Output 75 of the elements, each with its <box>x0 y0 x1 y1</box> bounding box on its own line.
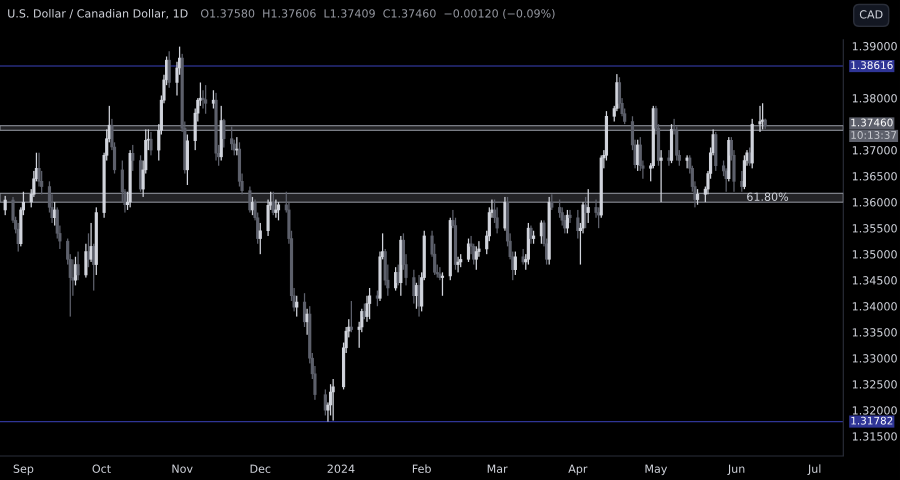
y-tick-label: 1.38000 <box>852 94 897 102</box>
x-tick-label: 2024 <box>328 464 354 473</box>
candlestick <box>584 196 588 229</box>
y-tick-label: 1.39000 <box>852 42 897 50</box>
candlestick <box>149 131 153 156</box>
candlestick <box>332 378 335 422</box>
candlestick <box>456 256 460 273</box>
text: CAD <box>860 10 882 19</box>
candlestick <box>566 209 569 234</box>
x-tick-label: Mar <box>488 464 508 473</box>
x-tick-label: Apr <box>568 464 588 476</box>
candlestick <box>550 194 554 211</box>
x-tick-label: Feb <box>412 464 431 473</box>
y-tick-label: 1.32000 <box>852 406 897 415</box>
y-tick-label: 1.34000 <box>852 302 897 311</box>
ref-line-label: 1.38616 <box>851 61 893 70</box>
candlestick <box>529 224 533 244</box>
band-label: 61.80% <box>747 192 788 201</box>
candlestick <box>276 202 280 221</box>
chart-subtitle: O1.37580 H1.37606 L1.37409 C1.37460 −0.00120 (−0.09%) <box>200 9 555 19</box>
candlestick <box>522 248 525 266</box>
y-tick-label: 1.32500 <box>852 380 897 389</box>
y-tick-label: 1.33500 <box>852 328 897 337</box>
candlestick <box>258 222 262 255</box>
candlestick <box>204 84 208 114</box>
y-tick-label: 1.35500 <box>852 224 897 233</box>
candlestick <box>248 186 252 214</box>
candlestick <box>235 136 238 156</box>
candlestick <box>758 105 762 133</box>
candlestick <box>324 388 327 416</box>
candlestick <box>696 188 700 206</box>
candlestick <box>764 118 767 130</box>
candlestick <box>568 209 572 224</box>
text: 10:13:37 <box>851 131 896 139</box>
candlestick <box>514 250 517 276</box>
y-tick-label: 1.36500 <box>852 172 897 181</box>
candlestick <box>740 170 744 192</box>
candlestick <box>576 209 580 240</box>
x-tick-label: May <box>646 464 668 476</box>
candlestick <box>412 269 416 304</box>
candlestick <box>76 250 80 281</box>
y-tick-label: 1.37000 <box>852 146 897 154</box>
candlestick <box>272 191 275 216</box>
candlestick <box>686 154 689 169</box>
y-tick-label: 1.36000 <box>852 198 897 207</box>
chart-title: U.S. Dollar / Canadian Dollar, 1D <box>8 9 188 19</box>
candlestick <box>295 295 298 318</box>
x-tick-label: Jun <box>727 464 744 475</box>
candlestick <box>438 266 442 281</box>
candlestick <box>84 243 88 278</box>
candlestick <box>761 102 764 130</box>
candlestick <box>532 230 536 244</box>
candlestick <box>131 144 134 172</box>
y-tick-label: 1.31500 <box>852 432 897 441</box>
candlestick <box>222 118 226 148</box>
candlestick <box>440 272 444 296</box>
candlestick <box>350 300 353 333</box>
candlestick <box>586 188 590 224</box>
candlestick <box>368 287 372 320</box>
ref-line-label: 1.31782 <box>851 416 892 425</box>
y-tick-label: 1.34500 <box>852 276 897 285</box>
candlestick <box>660 149 663 203</box>
y-tick-label: 1.33000 <box>852 354 897 363</box>
candlestick <box>667 149 670 166</box>
text: 1.37460 <box>851 118 893 126</box>
x-tick-label: Nov <box>172 464 193 473</box>
y-tick-label: 1.35000 <box>852 250 897 259</box>
x-tick-label: Dec <box>250 464 270 473</box>
x-tick-label: Jul <box>807 464 820 475</box>
candlestick <box>168 50 171 88</box>
x-tick-label: Sep <box>14 464 34 476</box>
x-tick-label: Oct <box>92 464 111 473</box>
candlestick <box>466 238 470 263</box>
candlestick <box>274 198 278 218</box>
candlestick <box>4 195 7 216</box>
